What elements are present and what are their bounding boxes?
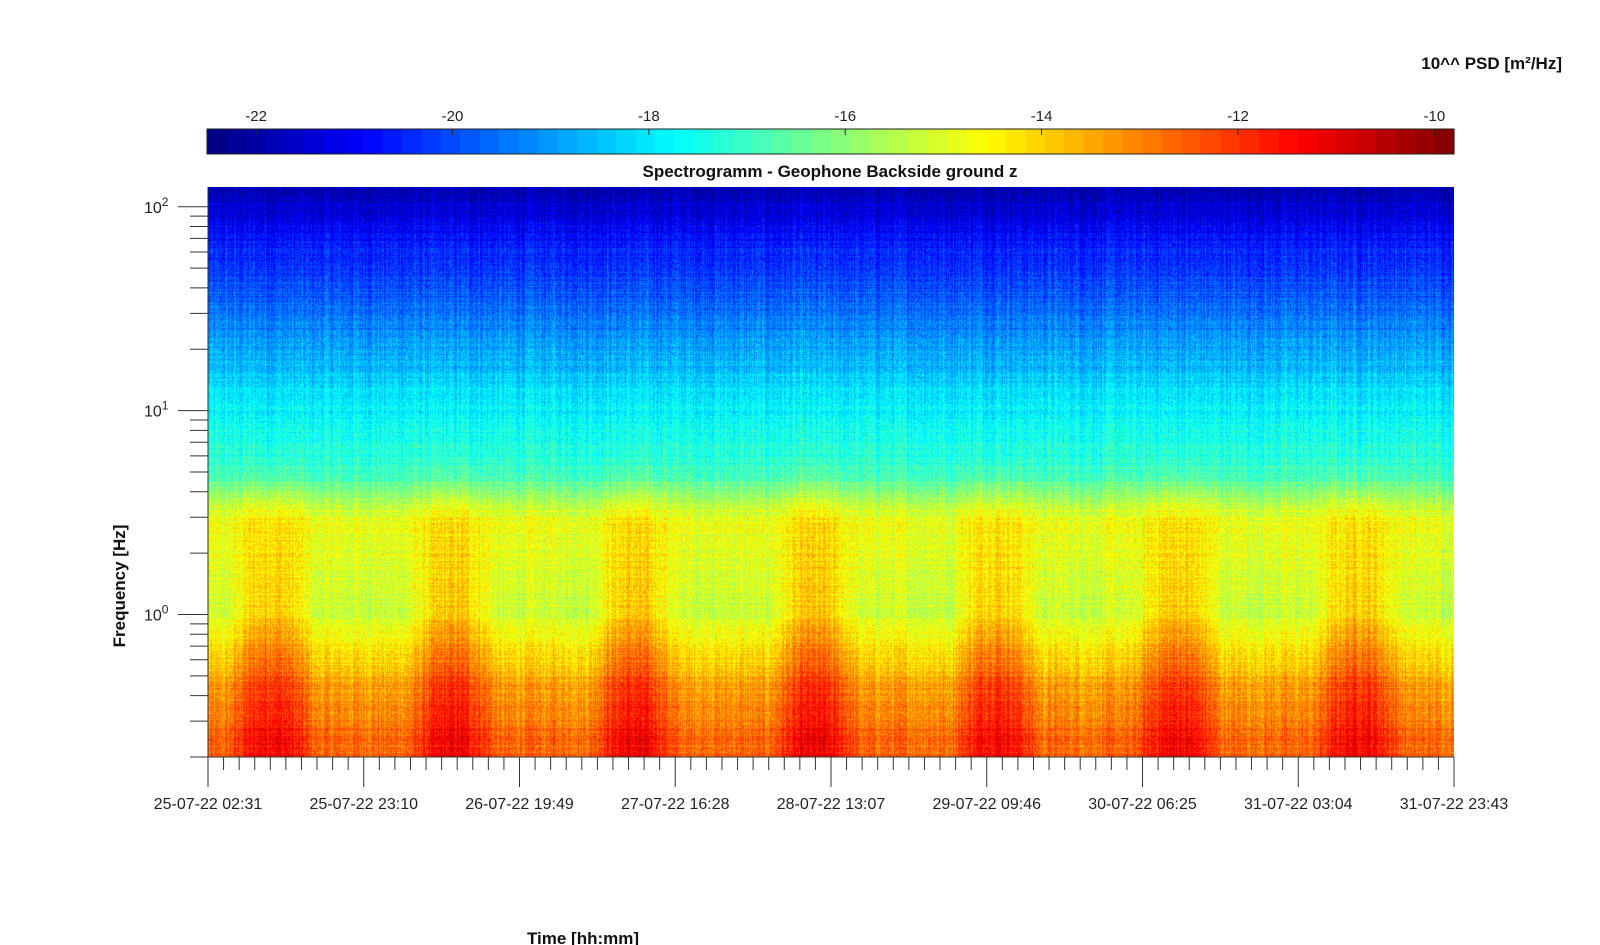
colorbar-step [538,129,559,154]
colorbar-step [1142,129,1163,154]
colorbar-step [1259,129,1280,154]
spectrogram-image [208,187,1454,757]
colorbar-step [1005,129,1026,154]
colorbar-step [1025,129,1046,154]
colorbar-ticks: -22 -20 -18 -16 -14 -12 -10 [245,108,1445,135]
plot-area [208,187,1454,757]
colorbar-step [1083,129,1104,154]
colorbar-step [635,129,656,154]
colorbar-frame [206,128,1455,155]
x-tick-label: 29-07-22 09:46 [932,796,1041,813]
colorbar-step [479,129,500,154]
colorbar-step [1376,129,1397,154]
x-axis-label: Time [hh:mm] [527,929,639,945]
colorbar-tick-label: -20 [442,108,464,125]
colorbar-step [245,129,267,154]
x-tick-label: 25-07-22 23:10 [309,796,418,813]
colorbar-tick-label: -14 [1031,108,1053,125]
x-tick-label: 31-07-22 23:43 [1400,796,1509,813]
colorbar-step [1415,129,1436,154]
colorbar-step [772,129,793,154]
colorbar-step [1103,129,1124,154]
colorbar-step [577,129,598,154]
colorbar-step [460,129,481,154]
colorbar-step [207,129,228,154]
colorbar-step [869,129,890,154]
colorbar-step [1161,129,1182,154]
colorbar-step [1220,129,1241,154]
colorbar-step [382,129,403,154]
colorbar-step [401,129,422,154]
colorbar-step [518,129,539,154]
colorbar-step [713,129,734,154]
colorbar-step [1181,129,1202,154]
colorbar-steps [207,129,1455,154]
colorbar-tick-label: -22 [245,108,267,125]
y-tick-label: 102 [144,195,169,217]
colorbar-step [1434,129,1455,154]
colorbar-step [1200,129,1221,154]
colorbar-tick-label: -16 [834,108,856,125]
colorbar-step [1356,129,1377,154]
colorbar-step [362,129,383,154]
colorbar-step [284,129,306,154]
colorbar-step [596,129,617,154]
colorbar-step [1064,129,1085,154]
x-tick-label: 30-07-22 06:25 [1088,796,1197,813]
colorbar-step [830,129,851,154]
colorbar: 10^^ PSD [m²/Hz] -22 -20 -18 -16 -14 -12 -10 [206,54,1562,155]
y-tick-label: 100 [144,603,169,625]
colorbar-tick-label: -12 [1227,108,1249,125]
x-tick-label: 26-07-22 19:49 [465,796,574,813]
colorbar-step [966,129,987,154]
colorbar-step [616,129,637,154]
colorbar-step [1337,129,1358,154]
colorbar-step [226,129,247,154]
colorbar-step [1239,129,1260,154]
colorbar-step [811,129,832,154]
colorbar-tick-label: -18 [638,108,660,125]
colorbar-step [1122,129,1143,154]
x-tick-label: 27-07-22 16:28 [621,796,730,813]
colorbar-step [908,129,929,154]
colorbar-step [752,129,773,154]
colorbar-step [888,129,910,154]
colorbar-step [947,129,968,154]
colorbar-step [791,129,812,154]
colorbar-step [733,129,754,154]
colorbar-title: 10^^ PSD [m²/Hz] [1421,54,1562,73]
colorbar-step [1395,129,1416,154]
colorbar-step [1278,129,1299,154]
x-tick-label: 25-07-22 02:31 [154,796,263,813]
y-axis-label: Frequency [Hz] [110,525,129,648]
chart-title: Spectrogramm - Geophone Backside ground … [642,162,1017,181]
colorbar-step [304,129,325,154]
colorbar-step [1044,129,1065,154]
x-tick-label: 28-07-22 13:07 [777,796,886,813]
colorbar-tick-label: -10 [1424,108,1446,125]
x-tick-label: 31-07-22 03:04 [1244,796,1353,813]
y-axis: 100 101 102 [144,187,209,758]
colorbar-step [849,129,871,154]
y-tick-label: 101 [144,399,169,421]
colorbar-step [655,129,676,154]
colorbar-step [674,129,695,154]
colorbar-step [440,129,461,154]
colorbar-step [421,129,442,154]
colorbar-step [1298,129,1319,154]
colorbar-step [694,129,715,154]
x-axis: 25-07-22 02:31 25-07-22 23:10 26-07-22 19:… [154,756,1509,813]
colorbar-step [986,129,1007,154]
colorbar-step [499,129,520,154]
colorbar-step [343,129,364,154]
colorbar-step [927,129,948,154]
colorbar-step [265,129,286,154]
colorbar-step [557,129,578,154]
colorbar-step [323,129,344,154]
colorbar-step [1317,129,1338,154]
